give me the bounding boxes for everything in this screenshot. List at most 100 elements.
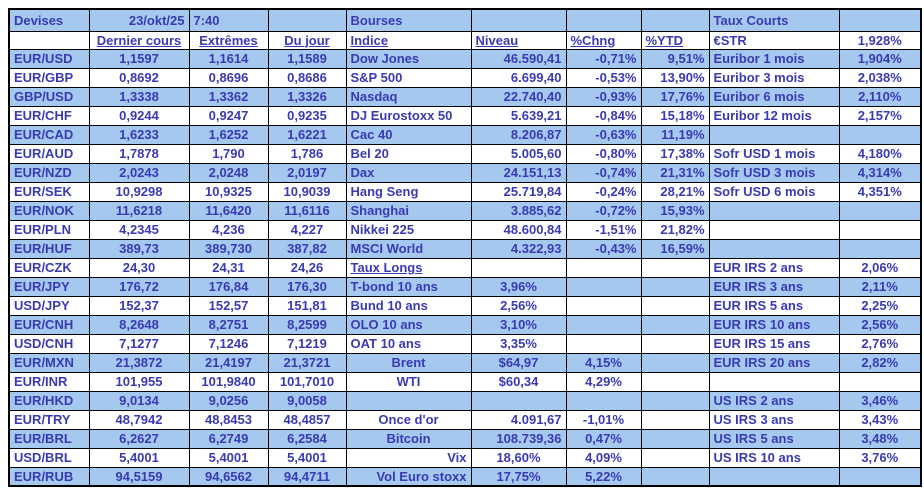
cell-taux-value: 3,76% [838, 447, 922, 468]
cell-du-jour: 11,6116 [267, 200, 347, 221]
cell-niveau: 24.151,13 [470, 162, 567, 183]
cell-taux-label [708, 219, 840, 240]
cell-taux-label [708, 466, 840, 487]
table-row: EUR/PLN 4,2345 4,236 4,227 Nikkei 225 48.600,… [8, 219, 922, 240]
cell-dernier-cours: 6,2627 [88, 428, 190, 449]
cell-currency-pair: EUR/HUF [8, 238, 90, 259]
cell-indice-label: Bitcoin [345, 428, 472, 449]
cell-extremes: 11,6420 [188, 200, 269, 221]
cell-taux-value: 2,25% [838, 295, 922, 316]
cell-extremes: 10,9325 [188, 181, 269, 202]
cell-currency-pair: EUR/CHF [8, 105, 90, 126]
cell-dernier-cours: 101,955 [88, 371, 190, 392]
cell-taux-label: Sofr USD 6 mois [708, 181, 840, 202]
cell-du-jour: 24,26 [267, 257, 347, 278]
cell-taux-label [708, 371, 840, 392]
cell-taux-value: 2,82% [838, 352, 922, 373]
cell-taux-label: Euribor 1 mois [708, 48, 840, 69]
cell-indice-label: Nikkei 225 [345, 219, 472, 240]
cell-taux-label: US IRS 2 ans [708, 390, 840, 411]
cell-taux-value [838, 8, 922, 32]
cell-du-jour: 176,30 [267, 276, 347, 297]
cell-currency-pair: EUR/HKD [8, 390, 90, 411]
cell-extremes: 24,31 [188, 257, 269, 278]
table-row: EUR/JPY 176,72 176,84 176,30 T-bond 10 ans 3,… [8, 276, 922, 297]
cell-pct-chng: 0,47% [565, 428, 642, 449]
cell-du-jour: 48,4857 [267, 409, 347, 430]
cell-currency-pair: EUR/BRL [8, 428, 90, 449]
table-row: EUR/HUF 389,73 389,730 387,82 MSCI World 4.32… [8, 238, 922, 259]
cell-currency-pair: EUR/JPY [8, 276, 90, 297]
cell-dernier-cours: 8,2648 [88, 314, 190, 335]
cell-taux-value: 3,46% [838, 390, 922, 411]
cell-dernier-cours: 1,6233 [88, 124, 190, 145]
cell-pct-ytd: 16,59% [640, 238, 710, 259]
cell-taux-label: EUR IRS 15 ans [708, 333, 840, 354]
cell-taux-label: EUR IRS 10 ans [708, 314, 840, 335]
cell-indice-label: Nasdaq [345, 86, 472, 107]
cell-pct-ytd [640, 371, 710, 392]
cell-niveau: $60,34 [470, 371, 567, 392]
cell-taux-value [838, 200, 922, 221]
table-row: EUR/BRL 6,2627 6,2749 6,2584 Bitcoin 108.739,… [8, 428, 922, 449]
cell-currency-pair: EUR/AUD [8, 143, 90, 164]
cell-dernier-cours: 9,0134 [88, 390, 190, 411]
cell-indice-label: OAT 10 ans [345, 333, 472, 354]
cell-pct-ytd [640, 295, 710, 316]
cell-extremes: 7:40 [188, 8, 269, 32]
cell-currency-pair: EUR/GBP [8, 67, 90, 88]
cell-pct-chng: 4,29% [565, 371, 642, 392]
cell-extremes: 0,8696 [188, 67, 269, 88]
cell-indice-label: Dax [345, 162, 472, 183]
cell-indice-label: DJ Eurostoxx 50 [345, 105, 472, 126]
cell-taux-value: 3,48% [838, 428, 922, 449]
cell-pct-chng [565, 276, 642, 297]
cell-pct-ytd: 21,31% [640, 162, 710, 183]
market-table-body: Devises 23/okt/25 7:40 Bourses Taux Courts De… [8, 8, 922, 487]
cell-dernier-cours: 389,73 [88, 238, 190, 259]
cell-du-jour: 9,0058 [267, 390, 347, 411]
cell-extremes: 0,9247 [188, 105, 269, 126]
cell-taux-value: 4,351% [838, 181, 922, 202]
cell-currency-pair: EUR/NZD [8, 162, 90, 183]
table-row: EUR/CAD 1,6233 1,6252 1,6221 Cac 40 8.206,87-… [8, 124, 922, 145]
cell-currency-pair: GBP/USD [8, 86, 90, 107]
table-row: USD/CNH 7,1277 7,1246 7,1219 OAT 10 ans 3,35%… [8, 333, 922, 354]
cell-pct-ytd [640, 428, 710, 449]
cell-pct-chng: -0,43% [565, 238, 642, 259]
cell-currency-pair: EUR/CAD [8, 124, 90, 145]
table-row: USD/JPY 152,37 152,57 151,81 Bund 10 ans 2,56… [8, 295, 922, 316]
cell-taux-label: EUR IRS 3 ans [708, 276, 840, 297]
cell-taux-label: Euribor 12 mois [708, 105, 840, 126]
cell-extremes: 389,730 [188, 238, 269, 259]
cell-extremes: 101,9840 [188, 371, 269, 392]
cell-dernier-cours: 1,1597 [88, 48, 190, 69]
cell-pct-ytd: %YTD [640, 30, 710, 50]
cell-indice-label: Bel 20 [345, 143, 472, 164]
cell-indice-label: Bund 10 ans [345, 295, 472, 316]
cell-indice-label: Vix [345, 447, 472, 468]
cell-pct-chng: -0,93% [565, 86, 642, 107]
table-row: EUR/RUB 94,5159 94,6562 94,4711 Vol Euro sto… [8, 466, 922, 487]
cell-pct-chng [565, 295, 642, 316]
table-row: EUR/TRY 48,7942 48,8453 48,4857 Once d'or 4.0… [8, 409, 922, 430]
cell-pct-chng: 4,15% [565, 352, 642, 373]
cell-pct-chng [565, 390, 642, 411]
cell-niveau: 4.091,67 [470, 409, 567, 430]
cell-du-jour: Du jour [267, 30, 347, 50]
cell-du-jour: 1,6221 [267, 124, 347, 145]
cell-taux-label: US IRS 3 ans [708, 409, 840, 430]
cell-currency-pair [8, 30, 90, 50]
cell-pct-ytd: 17,76% [640, 86, 710, 107]
table-row: EUR/NOK 11,6218 11,6420 11,6116 Shanghai 3.88… [8, 200, 922, 221]
cell-du-jour [267, 8, 347, 32]
cell-indice-label: Once d'or [345, 409, 472, 430]
cell-indice-label: Indice [345, 30, 472, 50]
cell-dernier-cours: 21,3872 [88, 352, 190, 373]
cell-currency-pair: EUR/CZK [8, 257, 90, 278]
cell-extremes: Extrêmes [188, 30, 269, 50]
table-row: EUR/MXN 21,3872 21,4197 21,3721 Brent $64,97 4… [8, 352, 922, 373]
cell-extremes: 7,1246 [188, 333, 269, 354]
cell-pct-chng: 4,09% [565, 447, 642, 468]
cell-taux-value [838, 219, 922, 240]
